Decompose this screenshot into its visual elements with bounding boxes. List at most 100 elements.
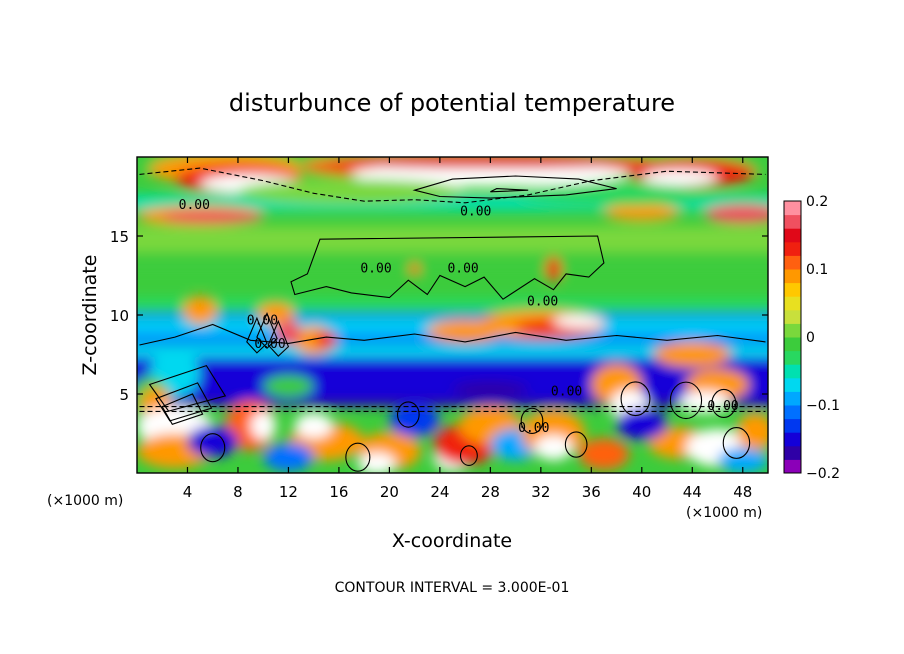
contour-line [256, 311, 278, 349]
field-blob [616, 408, 668, 440]
field-blob [351, 161, 630, 188]
field-blob [654, 341, 731, 368]
field-blob [258, 302, 294, 325]
contour-loop [620, 381, 651, 417]
x-unit-label: (×1000 m) [686, 505, 762, 521]
z-unit-label: (×1000 m) [47, 493, 123, 509]
colorbar-swatch [784, 255, 801, 270]
contour-line [139, 167, 766, 204]
x-tick-label: 16 [329, 483, 348, 501]
contour-loop [200, 433, 226, 463]
field-band [137, 400, 768, 407]
field-blob [704, 204, 768, 224]
field-band [137, 226, 768, 252]
contour-label: 0.00 [707, 399, 738, 414]
y-tick-label: 10 [110, 307, 129, 325]
field-band [137, 345, 768, 358]
colorbar-swatch [784, 459, 801, 474]
field-blob [183, 296, 217, 325]
field-blob [357, 452, 396, 473]
field-blob [736, 412, 768, 451]
field-blob [545, 256, 562, 282]
contour-label: 0.00 [360, 261, 391, 276]
colorbar-swatch [784, 296, 801, 311]
contour-label-group: 0.00 0.00 0.00 0.00 0.00 0.00 0.00 0.00 0.00 0.00 [179, 198, 739, 436]
contour-label: 0.00 [247, 313, 278, 328]
colorbar-tick-label: 0.2 [806, 194, 828, 210]
contour-label: 0.00 [527, 295, 558, 310]
contour-loop [564, 431, 588, 458]
colorbar-swatch [784, 282, 801, 297]
contour-line [490, 188, 529, 193]
field-blob [679, 390, 731, 413]
colorbar-swatch [784, 323, 801, 338]
contour-loop [711, 388, 737, 419]
x-tick-label: 32 [531, 483, 550, 501]
contour-line [148, 364, 227, 412]
field-blob [603, 204, 680, 221]
field-blob [427, 319, 503, 342]
colorbar-swatch [784, 445, 801, 460]
contour-lines [139, 167, 766, 472]
chart-title: disturbunce of potential temperature [229, 89, 675, 117]
x-tick-label: 4 [183, 483, 193, 501]
field-blob [263, 442, 314, 472]
contour-loop [396, 401, 420, 428]
contour-label: 0.00 [551, 385, 582, 400]
colorbar-swatch [784, 391, 801, 406]
y-tick-label: 15 [110, 228, 129, 246]
field-blob [409, 262, 420, 276]
colorbar: 0.2 0.1 0 −0.1 −0.2 [783, 194, 840, 482]
colorbar-swatch [784, 350, 801, 365]
x-tick-label: 28 [481, 483, 500, 501]
plot-area: 0.00 0.000.00 0.000.000.000.000.000.000.00… [110, 156, 769, 501]
x-tick-label: 8 [233, 483, 243, 501]
contour-loop [669, 381, 703, 420]
field-blob [162, 210, 264, 224]
field-blob [294, 412, 333, 439]
colorbar-swatch [784, 405, 801, 420]
x-axis-label: X-coordinate [392, 530, 512, 552]
colorbar-swatch [784, 201, 801, 216]
contour-line [246, 316, 268, 354]
contour-line [155, 382, 213, 422]
y-axis-label: Z-coordinate [79, 255, 101, 376]
field-blob [553, 315, 604, 328]
field-blob [534, 435, 573, 461]
colorbar-swatch [784, 377, 801, 392]
colorbar-swatch [784, 309, 801, 324]
colorbar-swatch [784, 337, 801, 352]
y-axis: 5 10 15 [110, 228, 768, 404]
field-blob [452, 381, 529, 398]
contour-label: 0.00 [254, 337, 285, 352]
field-blob [717, 447, 768, 473]
x-tick-label: 40 [632, 483, 651, 501]
colorbar-tick-label: 0.1 [806, 262, 828, 278]
colorbar-tick-label: 0 [806, 330, 815, 346]
contour-line [267, 319, 290, 357]
colorbar-frame [783, 200, 802, 474]
contour-line [290, 235, 605, 300]
colorbar-swatch [784, 418, 801, 433]
x-tick-label: 24 [430, 483, 449, 501]
field-band [137, 297, 768, 314]
x-tick-label: 20 [380, 483, 399, 501]
contour-label: 0.00 [447, 261, 478, 276]
field-blob [275, 319, 302, 346]
x-axis: 4 8 12 16 20 24 28 32 36 40 44 48 [183, 157, 752, 501]
x-tick-label: 48 [733, 483, 752, 501]
x-tick-label: 12 [279, 483, 298, 501]
colorbar-swatch [784, 269, 801, 284]
x-tick-label: 44 [683, 483, 702, 501]
colorbar-swatch [784, 228, 801, 243]
field-blob [389, 405, 440, 437]
colorbar-swatch [784, 432, 801, 447]
colorbar-swatch [784, 214, 801, 229]
colorbar-swatch [784, 364, 801, 379]
contour-line [412, 175, 617, 199]
colorbar-swatch [784, 241, 801, 256]
field-blob [187, 425, 238, 458]
contour-label: 0.00 [179, 198, 210, 213]
contour-label: 0.00 [460, 204, 491, 219]
